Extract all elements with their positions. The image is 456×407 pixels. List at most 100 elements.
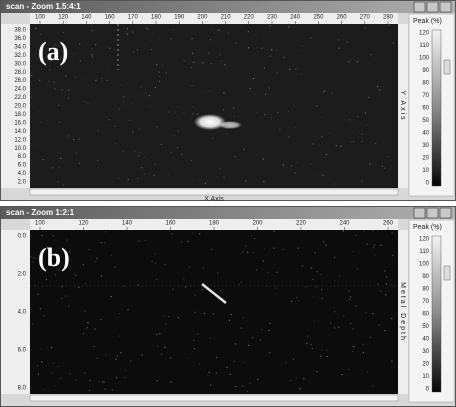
noise-speck <box>264 249 265 250</box>
noise-speck <box>51 347 52 348</box>
noise-speck <box>104 242 105 243</box>
noise-speck <box>245 180 246 181</box>
noise-speck <box>350 323 351 324</box>
noise-speck <box>321 349 322 350</box>
scrollbar[interactable] <box>30 189 398 195</box>
noise-speck <box>205 91 206 92</box>
noise-speck <box>69 373 70 374</box>
noise-speck <box>261 329 262 330</box>
noise-speck <box>141 167 142 168</box>
noise-speck <box>183 278 184 279</box>
y-tick-label: 16.0 <box>14 120 26 126</box>
y-tick-label: 2.0 <box>18 272 27 278</box>
noise-speck <box>207 375 208 376</box>
noise-speck <box>89 390 90 391</box>
minimize-button[interactable] <box>414 208 425 218</box>
noise-speck <box>262 48 263 49</box>
noise-speck <box>273 230 274 231</box>
noise-speck <box>343 315 344 316</box>
noise-speck <box>101 319 102 320</box>
noise-speck <box>203 267 204 268</box>
noise-speck <box>321 136 322 137</box>
close-button[interactable] <box>440 2 451 12</box>
noise-speck <box>166 72 167 73</box>
x-tick-label: 100 <box>35 15 46 21</box>
noise-speck <box>36 258 37 259</box>
noise-speck <box>58 167 59 168</box>
noise-speck <box>191 67 192 68</box>
noise-speck <box>327 356 328 357</box>
x-tick-label: 250 <box>313 15 324 21</box>
colorbar-tick-label: 80 <box>422 81 429 87</box>
noise-speck <box>257 379 258 380</box>
noise-speck <box>84 77 85 78</box>
noise-speck <box>380 245 381 246</box>
noise-speck <box>370 54 371 55</box>
colorbar-tick-label: 20 <box>422 362 429 368</box>
noise-speck <box>120 84 121 85</box>
noise-speck <box>89 380 90 381</box>
noise-speck <box>97 72 98 73</box>
noise-speck <box>321 289 322 290</box>
noise-speck <box>142 354 143 355</box>
noise-speck <box>161 144 162 145</box>
noise-speck <box>150 41 151 42</box>
noise-speck <box>192 113 193 114</box>
close-button[interactable] <box>440 208 451 218</box>
noise-speck <box>171 38 172 39</box>
noise-speck <box>102 78 103 79</box>
noise-speck <box>273 248 274 249</box>
noise-speck <box>329 132 330 133</box>
noise-speck <box>95 44 96 45</box>
noise-speck <box>228 33 229 34</box>
noise-speck <box>386 283 387 284</box>
noise-speck <box>161 354 162 355</box>
y-tick-label: 6.0 <box>18 348 27 354</box>
colorbar-title: Peak (%) <box>413 224 442 231</box>
noise-speck <box>338 39 339 40</box>
noise-speck <box>104 382 105 383</box>
maximize-button[interactable] <box>427 208 438 218</box>
noise-speck <box>391 318 392 319</box>
noise-speck <box>297 248 298 249</box>
noise-speck <box>270 25 271 26</box>
noise-speck <box>183 43 184 44</box>
y-tick-label: 10.0 <box>14 146 26 152</box>
noise-speck <box>315 252 316 253</box>
noise-speck <box>105 354 106 355</box>
noise-speck <box>88 249 89 250</box>
noise-speck <box>235 343 236 344</box>
colorbar-slider[interactable] <box>444 60 450 74</box>
noise-speck <box>297 162 298 163</box>
noise-speck <box>331 92 332 93</box>
noise-speck <box>359 131 360 132</box>
minimize-button[interactable] <box>414 2 425 12</box>
colorbar-slider[interactable] <box>444 266 450 280</box>
noise-speck <box>78 287 79 288</box>
noise-speck <box>140 87 141 88</box>
noise-speck <box>156 64 157 65</box>
scrollbar[interactable] <box>30 395 398 401</box>
noise-speck <box>267 272 268 273</box>
noise-speck <box>53 363 54 364</box>
noise-speck <box>377 283 378 284</box>
noise-speck <box>202 289 203 290</box>
window-title: scan - Zoom 1:2:1 <box>6 208 75 217</box>
noise-speck <box>350 142 351 143</box>
noise-speck <box>384 330 385 331</box>
noise-speck <box>369 63 370 64</box>
x-tick-label: 180 <box>209 221 220 227</box>
noise-speck <box>84 101 85 102</box>
noise-speck <box>288 26 289 27</box>
noise-speck <box>32 324 33 325</box>
noise-speck <box>252 337 253 338</box>
x-tick-label: 100 <box>35 221 46 227</box>
noise-speck <box>144 173 145 174</box>
colorbar-tick-label: 100 <box>419 56 430 62</box>
noise-speck <box>31 160 32 161</box>
noise-speck <box>192 106 193 107</box>
maximize-button[interactable] <box>427 2 438 12</box>
noise-speck <box>325 245 326 246</box>
noise-speck <box>138 152 139 153</box>
noise-speck <box>285 362 286 363</box>
